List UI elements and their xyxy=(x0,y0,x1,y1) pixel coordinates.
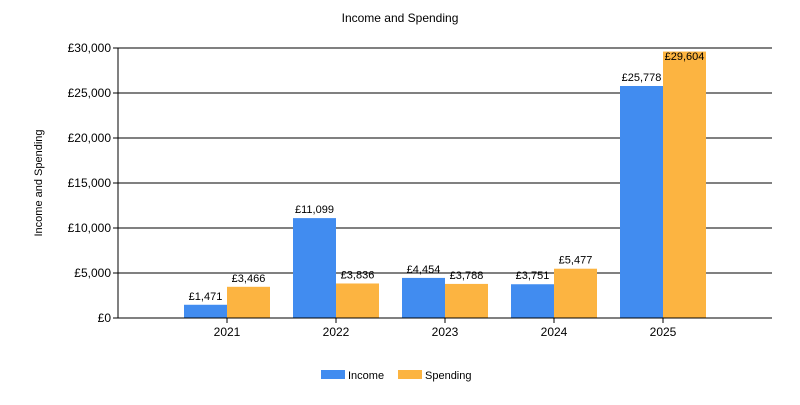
bar-income xyxy=(511,284,554,318)
data-label: £3,751 xyxy=(516,270,550,282)
data-label: £3,466 xyxy=(232,273,266,285)
x-tick-label: 2025 xyxy=(650,325,677,339)
data-label: £4,454 xyxy=(407,264,441,276)
x-tick-label: 2021 xyxy=(214,325,241,339)
legend-swatch-spending xyxy=(398,370,422,379)
bar-income xyxy=(402,277,445,318)
y-tick-label: £0 xyxy=(98,311,112,325)
bar-spending xyxy=(554,268,597,318)
data-label: £25,778 xyxy=(622,72,662,84)
bar-spending xyxy=(336,283,379,318)
data-label: £1,471 xyxy=(189,291,223,303)
chart-title: Income and Spending xyxy=(342,11,459,25)
data-label: £3,788 xyxy=(450,270,484,282)
bar-income xyxy=(620,85,663,318)
y-tick-label: £30,000 xyxy=(68,41,112,55)
bar-spending xyxy=(445,283,488,318)
data-label: £11,099 xyxy=(295,204,334,216)
legend-label-spending: Spending xyxy=(425,370,472,382)
x-tick-label: 2024 xyxy=(541,325,568,339)
bar-spending xyxy=(663,51,706,319)
legend-label-income: Income xyxy=(348,370,384,382)
bar-income xyxy=(293,218,336,318)
y-tick-label: £25,000 xyxy=(68,86,112,100)
y-tick-label: £5,000 xyxy=(74,266,111,280)
x-tick-label: 2023 xyxy=(432,325,459,339)
y-axis-label: Income and Spending xyxy=(33,129,45,236)
bar-income xyxy=(184,304,227,318)
data-label: £5,477 xyxy=(559,255,593,267)
bar-spending xyxy=(227,286,270,318)
data-label: £29,604 xyxy=(665,51,705,63)
y-tick-label: £20,000 xyxy=(68,131,112,145)
legend-swatch-income xyxy=(321,370,345,379)
data-label: £3,836 xyxy=(341,269,375,281)
y-tick-label: £10,000 xyxy=(68,221,112,235)
x-tick-label: 2022 xyxy=(323,325,350,339)
y-tick-label: £15,000 xyxy=(68,176,112,190)
